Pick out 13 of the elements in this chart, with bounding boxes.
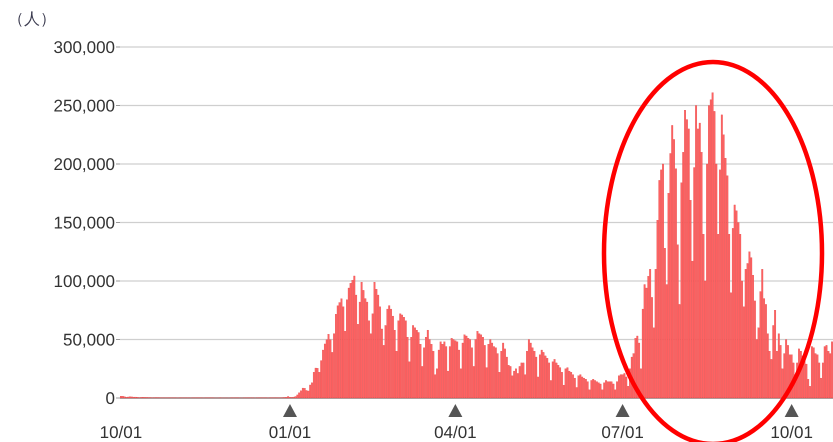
x-tick-label: 10/01 <box>770 423 813 442</box>
y-tick-label: 50,000 <box>63 330 115 350</box>
x-tick-label: 01/01 <box>268 423 312 442</box>
y-tick-label: 200,000 <box>54 155 115 174</box>
y-tick-label: 300,000 <box>54 38 115 57</box>
y-tick-label: 100,000 <box>54 272 115 291</box>
y-tick-label: 150,000 <box>54 214 115 232</box>
y-tick-label: 250,000 <box>54 96 115 116</box>
x-tick-label: 10/01 <box>100 423 142 442</box>
x-tick-label: 04/01 <box>434 423 477 442</box>
x-tick-label: 07/01 <box>601 423 644 442</box>
y-axis-title: （人） <box>8 11 56 28</box>
y-tick-label: 0 <box>106 389 115 408</box>
